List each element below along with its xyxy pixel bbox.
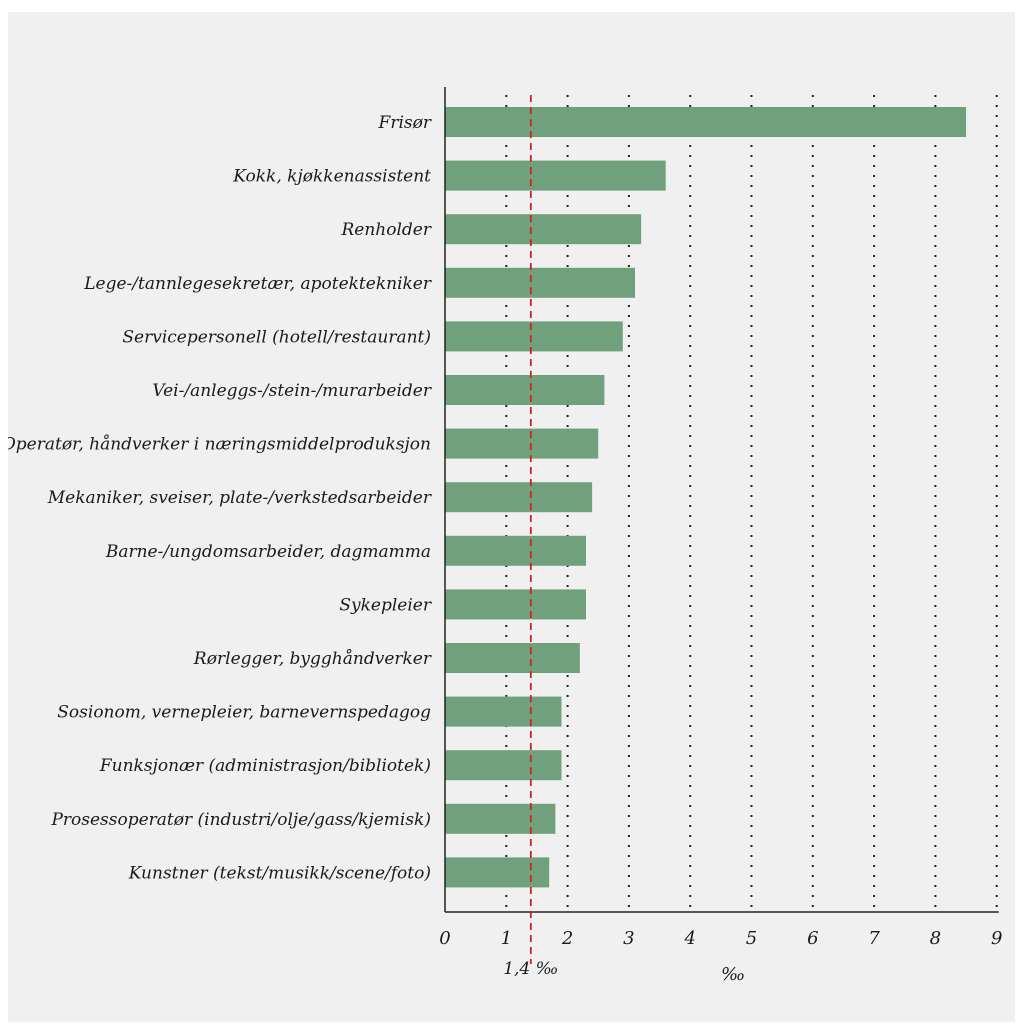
reference-line-label: 1,4 ‰ <box>503 959 558 979</box>
category-label: Kunstner (tekst/musikk/scene/foto) <box>128 863 431 883</box>
x-tick-label: 8 <box>930 928 941 949</box>
bar <box>445 214 642 245</box>
bar <box>445 696 562 727</box>
category-label: Frisør <box>378 113 432 133</box>
x-tick-label: 9 <box>991 928 1002 949</box>
category-label: Vei-/anleggs-/stein-/murarbeider <box>152 381 431 401</box>
bar <box>445 160 666 191</box>
category-label: Funksjonær (administrasjon/bibliotek) <box>99 756 431 776</box>
category-label: Rørlegger, bygghåndverker <box>193 649 432 669</box>
bar <box>445 267 636 298</box>
bar-chart: Frisør Kokk, kjøkkenassistent Renholder Leg… <box>8 87 1002 985</box>
x-axis-label: ‰ <box>721 964 745 985</box>
x-tick-label: 7 <box>868 928 880 949</box>
bar <box>445 375 605 405</box>
bar <box>445 321 623 352</box>
bar <box>445 643 580 673</box>
x-tick-label: 1 <box>501 928 512 949</box>
bar <box>445 482 593 513</box>
category-label: Mekaniker, sveiser, plate-/verkstedsarbe… <box>47 488 432 508</box>
x-tick-label: 0 <box>439 928 450 949</box>
category-label: Operatør, håndverker i næringsmiddelprod… <box>8 435 431 455</box>
bar <box>445 589 586 620</box>
x-tick-label: 5 <box>746 928 757 949</box>
category-label: Sosionom, vernepleier, barnevernspedagog <box>57 703 431 723</box>
category-label: Barne-/ungdomsarbeider, dagmamma <box>105 542 431 562</box>
x-tick-label: 2 <box>561 928 573 949</box>
category-label: Lege-/tannlegesekretær, apotektekniker <box>83 274 432 294</box>
bar <box>445 107 967 137</box>
chart-panel: Frisør Kokk, kjøkkenassistent Renholder Leg… <box>8 12 1015 1022</box>
category-label: Kokk, kjøkkenassistent <box>232 167 431 187</box>
bar <box>445 803 556 834</box>
category-label: Sykepleier <box>339 595 431 615</box>
x-tick-label: 3 <box>623 928 634 949</box>
bar <box>445 857 550 888</box>
bar <box>445 750 562 781</box>
x-tick-label: 6 <box>807 928 818 949</box>
category-label: Servicepersonell (hotell/restaurant) <box>122 327 431 347</box>
category-label: Renholder <box>341 220 432 240</box>
bar <box>445 428 599 459</box>
x-tick-label: 4 <box>683 928 695 949</box>
category-label: Prosessoperatør (industri/olje/gass/kjem… <box>50 810 431 830</box>
bar <box>445 535 586 566</box>
